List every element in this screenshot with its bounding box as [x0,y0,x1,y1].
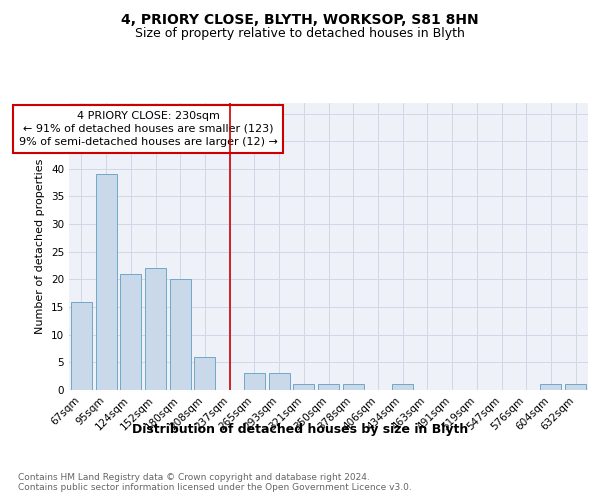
Bar [343,384,364,390]
Bar [392,384,413,390]
Text: Contains HM Land Registry data © Crown copyright and database right 2024.
Contai: Contains HM Land Registry data © Crown c… [18,472,412,492]
Bar [95,174,116,390]
Bar [565,384,586,390]
Text: Size of property relative to detached houses in Blyth: Size of property relative to detached ho… [135,28,465,40]
Bar [293,384,314,390]
Y-axis label: Number of detached properties: Number of detached properties [35,158,46,334]
Text: 4 PRIORY CLOSE: 230sqm
← 91% of detached houses are smaller (123)
9% of semi-det: 4 PRIORY CLOSE: 230sqm ← 91% of detached… [19,111,278,147]
Text: 4, PRIORY CLOSE, BLYTH, WORKSOP, S81 8HN: 4, PRIORY CLOSE, BLYTH, WORKSOP, S81 8HN [121,12,479,26]
Text: Distribution of detached houses by size in Blyth: Distribution of detached houses by size … [132,422,468,436]
Bar [269,374,290,390]
Bar [71,302,92,390]
Bar [318,384,339,390]
Bar [145,268,166,390]
Bar [194,357,215,390]
Bar [541,384,562,390]
Bar [120,274,141,390]
Bar [170,280,191,390]
Bar [244,374,265,390]
